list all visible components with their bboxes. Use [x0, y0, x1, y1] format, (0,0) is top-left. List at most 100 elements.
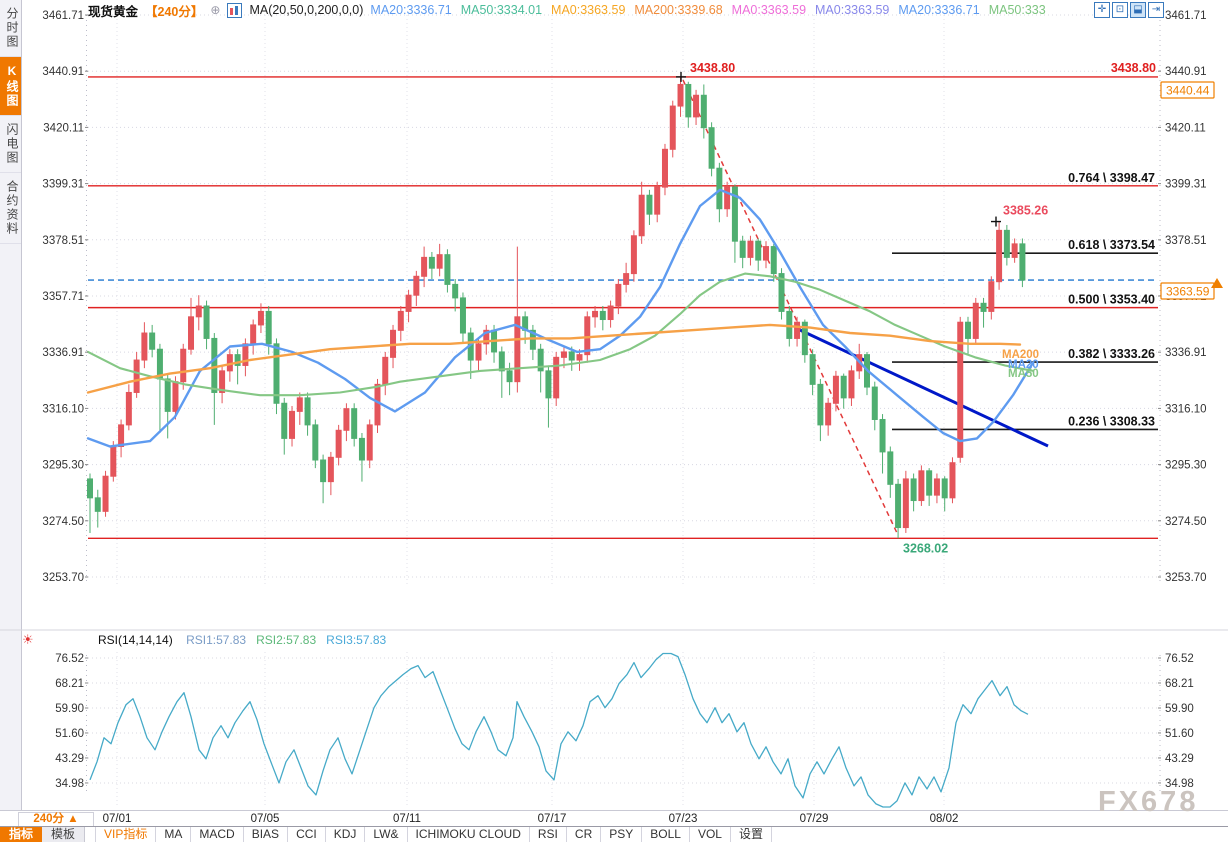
svg-text:3378.51: 3378.51: [1165, 235, 1207, 247]
svg-text:0.500 \ 3353.40: 0.500 \ 3353.40: [1068, 293, 1155, 307]
date-axis-row: 240分 ▲ 07/01 07/05 07/11 07/17 07/23 07/29 08/…: [0, 810, 1228, 827]
svg-text:3295.30: 3295.30: [1165, 460, 1207, 472]
svg-text:3461.71: 3461.71: [1165, 10, 1207, 22]
svg-text:3385.26: 3385.26: [1003, 204, 1048, 218]
sidebar-tab-contract-info[interactable]: 合约资料: [0, 173, 21, 244]
indicator-button-cci[interactable]: CCI: [288, 827, 326, 842]
chart-header: 现货黄金 【240分】 ⊕ MA(20,50,0,200,0,0) MA20:3…: [88, 1, 1055, 19]
svg-text:3440.91: 3440.91: [42, 66, 84, 78]
axis-labels-layer: 3461.71 3461.71 3440.91 3440.91 3420.11 3420.…: [42, 10, 1206, 790]
svg-text:3440.91: 3440.91: [1165, 66, 1207, 78]
svg-text:3336.91: 3336.91: [1165, 347, 1207, 359]
indicator-settings-icon[interactable]: ☀: [22, 632, 34, 647]
indicator-button-ma[interactable]: MA: [156, 827, 192, 842]
indicator-button-cr[interactable]: CR: [566, 827, 602, 842]
indicator-button-lw-[interactable]: LW&: [365, 827, 408, 842]
indicator-button-kdj[interactable]: KDJ: [325, 827, 366, 842]
sidebar-tab-time-chart[interactable]: 分时图: [0, 0, 21, 57]
date-label: 07/29: [799, 813, 829, 825]
rsi-value: RSI2:57.83: [256, 633, 317, 647]
rsi-values: RSI1:57.83 RSI2:57.83 RSI3:57.83: [186, 633, 396, 647]
date-label: 07/01: [102, 813, 132, 825]
svg-text:3399.31: 3399.31: [1165, 179, 1207, 191]
svg-text:3316.10: 3316.10: [42, 403, 84, 415]
window-icons: ✛ ⊡ ⬓ ⇥: [1094, 2, 1164, 18]
ma-value: MA0:3363.59: [731, 3, 807, 17]
symbol-name: 现货黄金: [88, 4, 139, 19]
toolbar-tab-indicators[interactable]: 指标: [0, 827, 43, 842]
indicator-button-macd[interactable]: MACD: [191, 827, 244, 842]
ma-value: MA0:3363.59: [815, 3, 890, 17]
rsi-value: RSI1:57.83: [186, 633, 247, 647]
svg-text:0.382 \ 3333.26: 0.382 \ 3333.26: [1068, 347, 1155, 361]
kline-style-icon[interactable]: [227, 2, 243, 18]
ma-value: MA200:3339.68: [634, 3, 723, 17]
watermark-logo: FX678: [1098, 786, 1199, 818]
period-selector[interactable]: 240分 ▲: [18, 812, 94, 827]
exit-right-icon[interactable]: ⇥: [1148, 2, 1164, 18]
svg-text:68.21: 68.21: [55, 678, 84, 690]
trendlines-layer[interactable]: [682, 79, 1049, 534]
sidebar-tab-kline-chart[interactable]: K线图: [0, 57, 21, 116]
svg-text:43.29: 43.29: [55, 753, 84, 765]
svg-text:3440.44: 3440.44: [1166, 84, 1210, 98]
scale-axis-icon[interactable]: ⊡: [1112, 2, 1128, 18]
indicator-toolbar: 指标 模板 VIP指标 MA MACD BIAS CCI KDJ LW& ICHIMOKU CLO…: [0, 826, 1228, 842]
svg-text:3274.50: 3274.50: [42, 516, 84, 528]
add-indicator-icon[interactable]: ⊕: [210, 3, 221, 17]
ma-value: MA50:3334.01: [460, 3, 543, 17]
svg-text:3438.80: 3438.80: [690, 61, 735, 75]
period-label[interactable]: 【240分】: [145, 4, 204, 19]
rsi-value: RSI3:57.83: [326, 633, 387, 647]
svg-text:MA20: MA20: [1008, 359, 1039, 371]
svg-text:34.98: 34.98: [1165, 778, 1194, 790]
ma-values: MA20:3336.71 MA50:3334.01 MA0:3363.59 MA200…: [370, 3, 1054, 17]
svg-text:3253.70: 3253.70: [42, 572, 84, 584]
left-sidebar: 分时图 K线图 闪电图 合约资料: [0, 0, 22, 825]
svg-text:3378.51: 3378.51: [42, 235, 84, 247]
svg-text:3420.11: 3420.11: [43, 122, 84, 134]
toolbar-tab-templates[interactable]: 模板: [42, 827, 86, 842]
svg-text:3253.70: 3253.70: [1165, 572, 1207, 584]
sidebar-tab-flash-chart[interactable]: 闪电图: [0, 116, 21, 173]
indicator-button-vip-[interactable]: VIP指标: [95, 827, 157, 842]
indicator-button--[interactable]: 设置: [730, 827, 772, 842]
level-lines-layer: [88, 76, 1158, 540]
grid-layer: [0, 14, 1228, 808]
svg-text:MA200: MA200: [1002, 349, 1039, 361]
svg-text:3274.50: 3274.50: [1165, 516, 1207, 528]
svg-text:59.90: 59.90: [1165, 703, 1194, 715]
svg-text:3295.30: 3295.30: [42, 460, 84, 472]
svg-text:3399.31: 3399.31: [42, 179, 84, 191]
svg-text:76.52: 76.52: [1165, 653, 1194, 665]
svg-text:51.60: 51.60: [1165, 728, 1194, 740]
svg-text:MA50: MA50: [1008, 368, 1039, 380]
svg-text:68.21: 68.21: [1165, 678, 1194, 690]
annotations-layer: 0.764 \ 3398.47 0.618 \ 3373.54 0.500 \ 33…: [676, 61, 1223, 555]
ma-value: MA50:333: [988, 3, 1046, 17]
date-label: 07/17: [537, 813, 567, 825]
indicator-button-ichimoku-cloud[interactable]: ICHIMOKU CLOUD: [407, 827, 530, 842]
indicator-button-bias[interactable]: BIAS: [243, 827, 289, 842]
date-label: 07/23: [668, 813, 698, 825]
indicator-button-psy[interactable]: PSY: [601, 827, 643, 842]
toolbar-gap: [85, 827, 95, 842]
rsi-panel-header: ☀ RSI(14,14,14) RSI1:57.83 RSI2:57.83 RSI3…: [0, 632, 1228, 649]
move-icon[interactable]: ✛: [1094, 2, 1110, 18]
svg-text:76.52: 76.52: [55, 653, 84, 665]
date-label: 07/05: [250, 813, 280, 825]
candles-layer: [87, 76, 1026, 539]
svg-text:3268.02: 3268.02: [903, 541, 948, 555]
ma-value: MA20:3336.71: [898, 3, 980, 17]
dock-chart-icon[interactable]: ⬓: [1130, 2, 1146, 18]
svg-text:3316.10: 3316.10: [1165, 403, 1207, 415]
ma-value: MA0:3363.59: [551, 3, 626, 17]
indicator-button-vol[interactable]: VOL: [689, 827, 731, 842]
svg-text:3461.71: 3461.71: [42, 10, 84, 22]
ma-formula: MA(20,50,0,200,0,0): [249, 3, 364, 17]
indicator-button-boll[interactable]: BOLL: [642, 827, 690, 842]
indicator-button-rsi[interactable]: RSI: [529, 827, 567, 842]
